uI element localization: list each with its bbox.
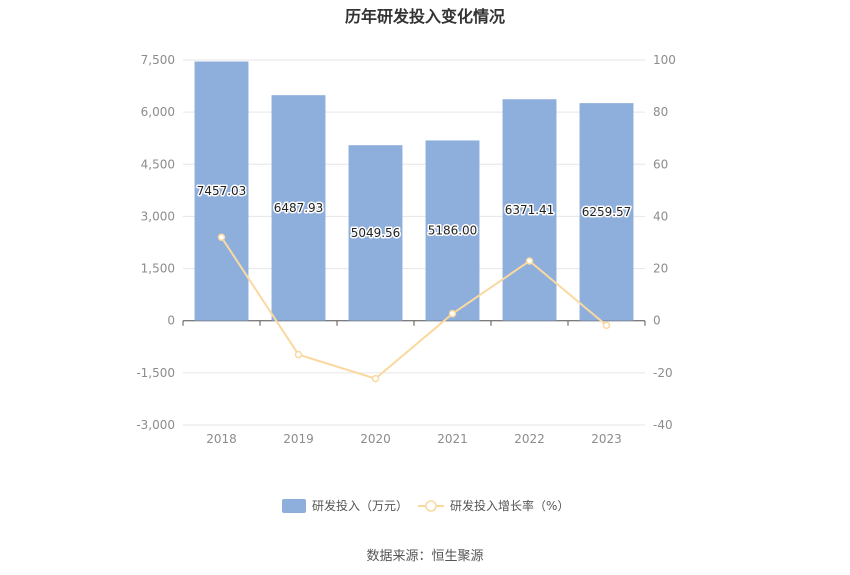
growth-point[interactable]	[602, 321, 611, 330]
x-tick-label: 2020	[360, 432, 391, 446]
bar[interactable]	[271, 95, 326, 321]
growth-point[interactable]	[448, 309, 457, 318]
growth-point[interactable]	[217, 233, 226, 242]
x-tick-label: 2022	[514, 432, 545, 446]
y-right-tick-label: 60	[653, 157, 668, 171]
y-right-tick-label: 20	[653, 262, 668, 276]
bar[interactable]	[502, 99, 557, 321]
x-tick-label: 2019	[283, 432, 314, 446]
growth-line-series	[217, 233, 611, 383]
bar-value-label: 5186.00	[428, 224, 478, 238]
x-tick-label: 2023	[591, 432, 622, 446]
bar[interactable]	[579, 103, 634, 321]
data-labels: 7457.03 6487.93 5049.56 5186.00 6371.41 6259.…	[195, 183, 633, 242]
growth-line	[220, 236, 608, 380]
axes: -3,000 -1,500 0 1,500 3,000 4,500 6,000 7,500 -4…	[136, 53, 676, 446]
y-right-tick-label: 0	[653, 314, 661, 328]
y-left-tick-label: 1,500	[141, 262, 175, 276]
y-left-tick-label: 6,000	[141, 105, 175, 119]
y-right-tick-label: -40	[653, 418, 673, 432]
y-left-tick-label: 4,500	[141, 157, 175, 171]
legend-label-line: 研发投入增长率（%）	[450, 498, 569, 513]
bar-value-label: 6259.57	[582, 205, 632, 219]
growth-point[interactable]	[525, 257, 534, 265]
y-right-tick-label: 100	[653, 53, 676, 67]
source-note: 数据来源：恒生聚源	[366, 549, 483, 564]
legend-swatch-point	[425, 500, 437, 512]
grid-lines	[183, 59, 645, 426]
y-left-tick-label: 0	[167, 314, 175, 328]
y-right-tick-label: 40	[653, 209, 668, 223]
bar-value-label: 7457.03	[197, 184, 247, 198]
y-left-tick-label: -3,000	[136, 418, 175, 432]
bar-value-label: 5049.56	[351, 226, 401, 240]
bar-series	[194, 61, 634, 321]
y-right-tick-label: 80	[653, 105, 668, 119]
legend[interactable]: 研发投入（万元） 研发投入增长率（%）	[282, 498, 569, 513]
legend-label-bar: 研发投入（万元）	[312, 498, 408, 513]
bar[interactable]	[425, 140, 480, 321]
legend-item-growth-rate[interactable]: 研发投入增长率（%）	[418, 498, 569, 513]
growth-point[interactable]	[294, 350, 303, 359]
bar-value-label: 6371.41	[505, 203, 555, 217]
growth-point[interactable]	[371, 374, 380, 383]
bar[interactable]	[348, 145, 403, 321]
legend-item-rd-investment[interactable]: 研发投入（万元）	[282, 498, 408, 513]
y-right-tick-label: -20	[653, 366, 673, 380]
bar-value-label: 6487.93	[274, 201, 324, 215]
legend-swatch-bar	[282, 499, 306, 513]
y-left-tick-label: 3,000	[141, 209, 175, 223]
bar[interactable]	[194, 61, 249, 321]
y-left-tick-label: -1,500	[136, 366, 175, 380]
y-left-tick-label: 7,500	[141, 53, 175, 67]
chart-title: 历年研发投入变化情况	[345, 7, 505, 26]
x-tick-label: 2021	[437, 432, 468, 446]
x-tick-label: 2018	[206, 432, 237, 446]
